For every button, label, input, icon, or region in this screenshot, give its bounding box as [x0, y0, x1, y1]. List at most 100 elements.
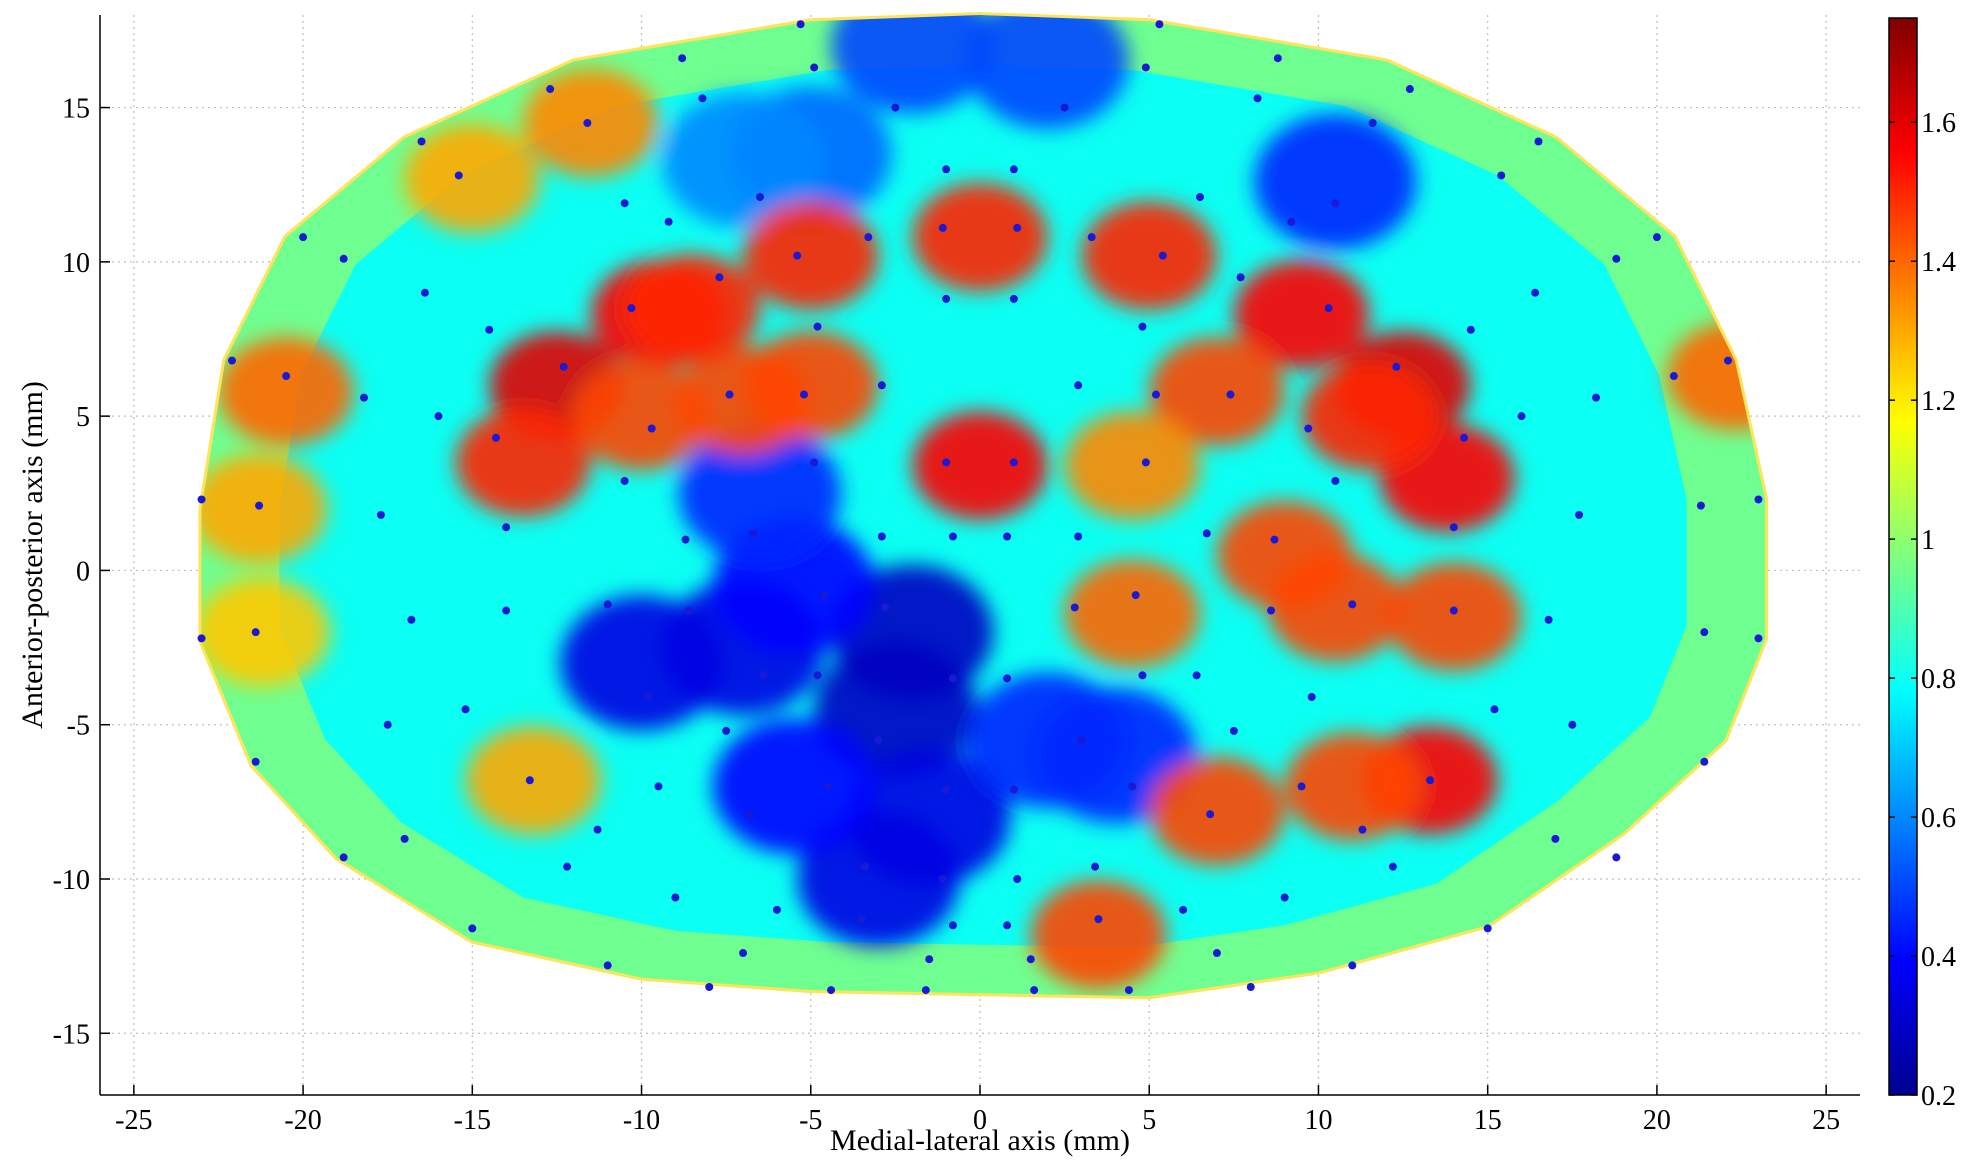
sample-point: [1206, 810, 1215, 819]
sample-point: [1517, 412, 1526, 421]
hot-spot: [455, 408, 591, 517]
sample-point: [745, 810, 754, 819]
sample-point: [1700, 757, 1709, 766]
sample-point: [197, 634, 206, 643]
sample-point: [1754, 634, 1763, 643]
sample-point: [1307, 692, 1316, 701]
sample-point: [827, 986, 836, 995]
sample-point: [251, 757, 260, 766]
sample-point: [1267, 606, 1276, 615]
sample-point: [715, 273, 724, 282]
colorbar-tick-label: 0.4: [1921, 942, 1956, 973]
x-tick-label: -10: [623, 1105, 660, 1136]
x-tick-label: -20: [284, 1105, 321, 1136]
sample-point: [1392, 362, 1401, 371]
colorbar-tick-label: 1.2: [1921, 386, 1956, 417]
sample-point: [1091, 862, 1100, 871]
sample-point: [810, 63, 819, 72]
sample-point: [857, 915, 866, 924]
sample-point: [1013, 875, 1022, 883]
sample-point: [725, 390, 734, 399]
sample-point: [1060, 103, 1069, 112]
sample-point: [925, 955, 934, 964]
sample-point: [299, 233, 308, 242]
x-tick-label: 15: [1474, 1105, 1502, 1136]
sample-point: [1124, 986, 1133, 995]
sample-point: [502, 523, 511, 532]
sample-point: [874, 736, 883, 745]
sample-point: [948, 921, 957, 930]
sample-point: [383, 720, 392, 729]
sample-point: [1652, 233, 1661, 242]
sample-point: [1544, 615, 1553, 624]
sample-point: [722, 726, 731, 735]
sample-point: [671, 893, 680, 902]
sample-point: [864, 233, 873, 242]
hot-spot: [1064, 411, 1201, 520]
colorbar-tick-label: 1.4: [1921, 247, 1956, 278]
hot-spot: [1386, 562, 1522, 671]
y-tick-label: 15: [62, 94, 90, 125]
colorbar-tick-label: 0.6: [1921, 803, 1956, 834]
sample-point: [810, 458, 819, 467]
sample-point: [603, 961, 612, 970]
sample-point: [942, 458, 951, 467]
clipped-field: [201, 15, 1766, 997]
sample-point: [1026, 955, 1035, 964]
sample-point: [1246, 983, 1255, 991]
x-tick-label: -25: [115, 1105, 152, 1136]
sample-point: [1669, 372, 1678, 381]
colorbar: 0.2 0.4 0.6 0.8 1 1.2 1.4 1.6: [1888, 17, 1956, 1112]
sample-point: [282, 372, 291, 381]
sample-point: [942, 165, 951, 174]
sample-point: [1612, 254, 1621, 263]
sample-point: [664, 217, 673, 226]
sample-point: [942, 785, 951, 794]
y-tick-label: -10: [53, 865, 90, 896]
y-tick-label: 10: [62, 248, 90, 279]
sample-point: [921, 986, 930, 995]
hot-spot: [201, 577, 331, 687]
hot-spot: [743, 201, 879, 310]
sample-point: [948, 532, 957, 541]
sample-point: [938, 223, 947, 232]
sample-point: [860, 862, 869, 871]
sample-point: [1192, 671, 1201, 680]
sample-point: [454, 171, 463, 180]
sample-point: [1348, 600, 1357, 609]
sample-point: [948, 674, 957, 683]
cold-spot: [712, 718, 876, 855]
sample-point: [583, 119, 592, 127]
sample-point: [891, 103, 900, 112]
sample-point: [1196, 193, 1204, 202]
cold-spot: [661, 92, 825, 228]
sample-point: [1368, 119, 1377, 127]
sample-point: [1426, 776, 1435, 785]
sample-point: [603, 600, 612, 609]
sample-point: [1074, 532, 1083, 541]
sample-point: [1138, 671, 1147, 680]
sample-point: [417, 137, 426, 146]
sample-point: [1009, 458, 1018, 467]
hot-spot: [1149, 337, 1285, 446]
sample-point: [1009, 785, 1018, 794]
hot-spot: [1284, 732, 1421, 841]
sample-point: [813, 671, 822, 680]
sample-point: [1287, 217, 1296, 226]
sample-point: [1128, 782, 1137, 791]
x-tick-label: -15: [454, 1105, 491, 1136]
blurred-spots: [201, 15, 1766, 989]
sample-point: [647, 424, 656, 433]
sample-point: [772, 905, 781, 914]
sample-point: [1483, 924, 1492, 933]
sample-point: [563, 862, 572, 871]
sample-point: [756, 193, 764, 202]
sample-point: [1534, 137, 1543, 146]
sample-point: [1460, 433, 1468, 442]
sample-point: [1449, 523, 1458, 532]
hot-spot: [1267, 553, 1404, 662]
sample-points: [197, 20, 1763, 995]
sample-point: [1304, 424, 1313, 433]
hot-spot: [743, 331, 879, 440]
